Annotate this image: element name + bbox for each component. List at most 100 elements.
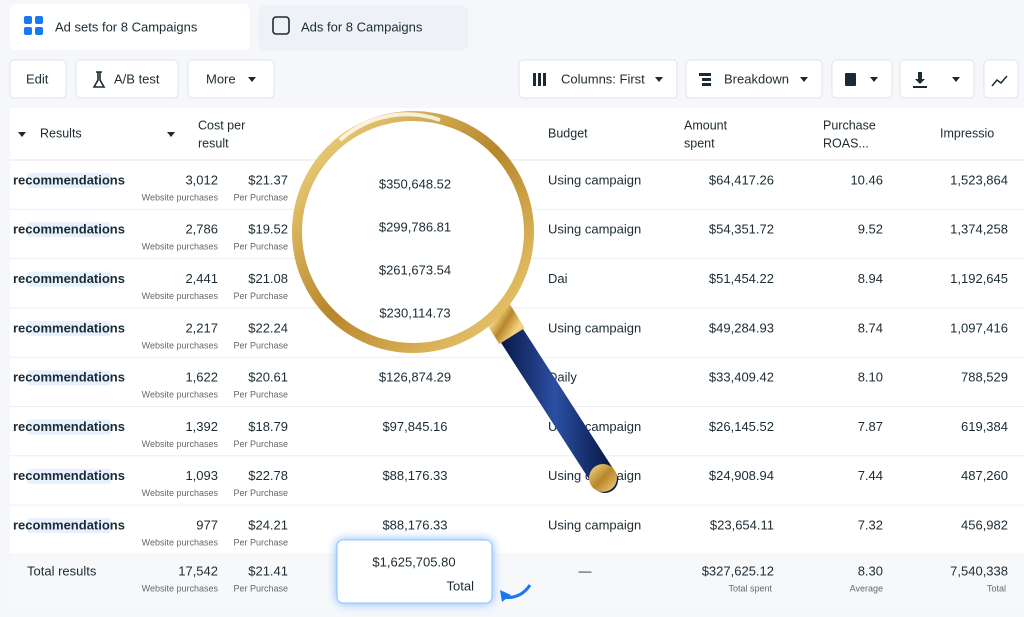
- button-label: A/B test: [114, 71, 160, 86]
- amount-spent: $26,145.52: [709, 419, 774, 434]
- impressions: 456,982: [961, 518, 1008, 533]
- total-results-sub: Website purchases: [142, 583, 219, 593]
- column-header: result: [198, 136, 229, 150]
- breakdown-button[interactable]: [685, 59, 823, 99]
- purchases: $88,176.33: [382, 518, 447, 533]
- results-sub: Website purchases: [142, 291, 219, 301]
- purchases: $97,845.16: [382, 419, 447, 434]
- tag: [27, 468, 111, 484]
- total-callout: [336, 539, 493, 604]
- roas: 8.10: [858, 370, 883, 385]
- tag-label: recommendations: [13, 468, 125, 483]
- total-amount: $327,625.12: [702, 563, 774, 578]
- cost-sub: Per Purchase: [233, 439, 288, 449]
- total-roas: 8.30: [858, 563, 883, 578]
- results: 2,217: [185, 320, 218, 335]
- cost-sub: Per Purchase: [233, 192, 288, 202]
- purchases: $88,176.33: [382, 468, 447, 483]
- impressions: 1,374,258: [950, 222, 1008, 237]
- results: 1,093: [185, 468, 218, 483]
- magnifier-cap: [589, 464, 617, 492]
- purchases: $299,786.81: [379, 219, 451, 234]
- button-label: Edit: [26, 71, 49, 86]
- cost: $24.21: [248, 518, 288, 533]
- tab-label: Ad sets for 8 Campaigns: [55, 19, 198, 34]
- chart-icon: [991, 75, 1008, 87]
- amount-spent: $49,284.93: [709, 320, 774, 335]
- results-sub: Website purchases: [142, 192, 219, 202]
- cost-sub: Per Purchase: [233, 537, 288, 547]
- tab-label: Ads for 8 Campaigns: [301, 19, 423, 34]
- active-tab[interactable]: [10, 4, 250, 50]
- results: 2,786: [185, 222, 218, 237]
- more-button[interactable]: [187, 59, 275, 99]
- button-label: Columns: First: [561, 71, 645, 86]
- amount-spent: $51,454.22: [709, 271, 774, 286]
- tab[interactable]: [258, 6, 468, 50]
- tab-icon: [24, 16, 43, 35]
- tag: [27, 222, 111, 238]
- roas: 8.94: [858, 271, 883, 286]
- results-sub: Website purchases: [142, 488, 219, 498]
- button-label: Breakdown: [724, 71, 789, 86]
- results-sub: Website purchases: [142, 439, 219, 449]
- purchases: $350,648.52: [379, 176, 451, 191]
- cost-sub: Per Purchase: [233, 390, 288, 400]
- results: 1,622: [185, 370, 218, 385]
- results: 3,012: [185, 172, 218, 187]
- amount-spent: $64,417.26: [709, 172, 774, 187]
- total-label: Total results: [27, 563, 97, 578]
- roas: 7.87: [858, 419, 883, 434]
- budget: Dai: [548, 271, 568, 286]
- tag-label: recommendations: [13, 370, 125, 385]
- amount-spent: $24,908.94: [709, 468, 774, 483]
- tag-label: recommendations: [13, 419, 125, 434]
- impressions: 619,384: [961, 419, 1008, 434]
- cost: $20.61: [248, 370, 288, 385]
- cost-sub: Per Purchase: [233, 291, 288, 301]
- roas: 10.46: [850, 172, 883, 187]
- edit-button[interactable]: [9, 59, 67, 99]
- budget: Using campaign: [548, 518, 641, 533]
- tag-label: recommendations: [13, 222, 125, 237]
- tag: [27, 370, 111, 386]
- callout-arrowhead: [500, 590, 511, 602]
- purchases: $230,114.73: [379, 305, 450, 320]
- results-sub: Website purchases: [142, 390, 219, 400]
- tag: [27, 419, 111, 435]
- cost-sub: Per Purchase: [233, 242, 288, 252]
- export-button[interactable]: [899, 59, 975, 99]
- ab-button[interactable]: [75, 59, 179, 99]
- cost: $22.78: [248, 468, 288, 483]
- column-header: ROAS...: [823, 136, 869, 150]
- column-header: Amount: [684, 118, 728, 132]
- total-purchases: $1,625,705.80: [372, 554, 455, 569]
- results-sub: Website purchases: [142, 242, 219, 252]
- purchases: $126,874.29: [379, 370, 451, 385]
- tag-label: recommendations: [13, 518, 125, 533]
- roas: 7.32: [858, 518, 883, 533]
- total-impressions: 7,540,338: [950, 563, 1008, 578]
- tab-icon: [272, 16, 290, 35]
- chart-button[interactable]: [983, 59, 1019, 99]
- amount-spent: $33,409.42: [709, 370, 774, 385]
- cost: $21.08: [248, 271, 288, 286]
- tag-label: recommendations: [13, 172, 125, 187]
- results: 1,392: [185, 419, 218, 434]
- cost-sub: Per Purchase: [233, 488, 288, 498]
- icons: [248, 72, 960, 88]
- tag: [27, 518, 111, 534]
- roas: 7.44: [858, 468, 883, 483]
- total-cost-sub: Per Purchase: [233, 583, 288, 593]
- column-header: Budget: [548, 126, 588, 140]
- cost: $22.24: [248, 320, 288, 335]
- budget: Using campaign: [548, 320, 641, 335]
- tag: [27, 320, 111, 336]
- cost-sub: Per Purchase: [233, 340, 288, 350]
- magnifier: [292, 111, 618, 604]
- impressions: 1,523,864: [950, 172, 1008, 187]
- report-button[interactable]: [831, 59, 893, 99]
- tag: [27, 271, 111, 287]
- columns-button[interactable]: [518, 59, 678, 99]
